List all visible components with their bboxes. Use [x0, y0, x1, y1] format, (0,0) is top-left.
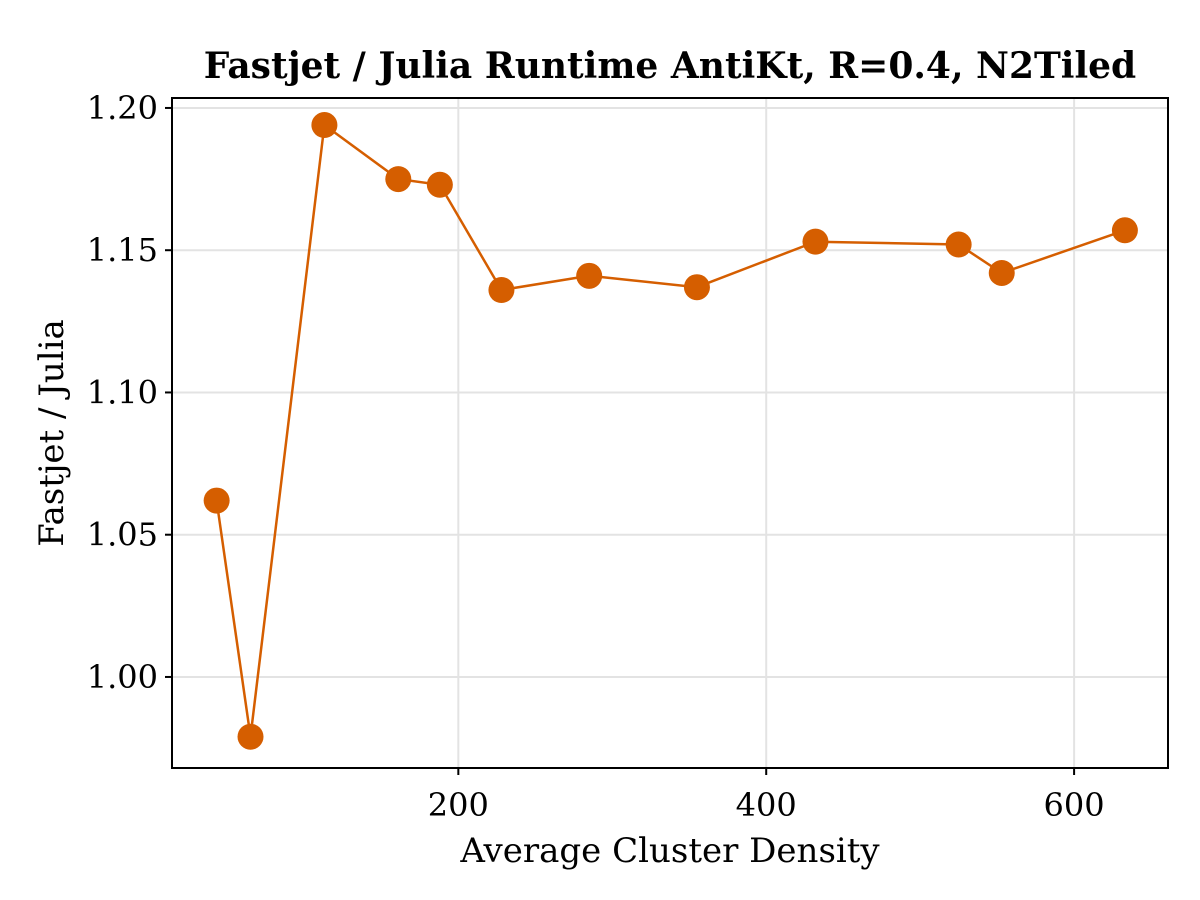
chart-title: Fastjet / Julia Runtime AntiKt, R=0.4, N… [204, 45, 1136, 87]
series-layer [203, 112, 1138, 750]
x-tick-label: 400 [736, 786, 797, 824]
data-point [203, 487, 230, 514]
data-point [426, 171, 453, 198]
data-point [802, 228, 829, 255]
series-line [215, 122, 1126, 737]
y-tick-label: 1.10 [87, 373, 158, 411]
plot-frame [171, 97, 1169, 769]
y-tick-label: 1.20 [87, 89, 158, 127]
data-point [683, 274, 710, 301]
data-point [311, 112, 338, 139]
data-point [988, 259, 1015, 286]
data-point [488, 277, 515, 304]
y-axis-label: Fastjet / Julia [32, 319, 72, 547]
data-point [945, 231, 972, 258]
y-tick-label: 1.05 [87, 516, 158, 554]
data-point [576, 262, 603, 289]
x-axis-label: Average Cluster Density [459, 831, 880, 871]
grid-lines [172, 98, 1168, 768]
x-tick-label: 600 [1044, 786, 1105, 824]
y-tick-label: 1.15 [87, 231, 158, 269]
y-tick-label: 1.00 [87, 658, 158, 696]
data-point [237, 723, 264, 750]
data-point [385, 166, 412, 193]
x-tick-label: 200 [428, 786, 489, 824]
axis-ticks: 200 400 600 1.00 1.05 1.10 1.15 1.20 [87, 89, 1105, 824]
data-point [1111, 217, 1138, 244]
